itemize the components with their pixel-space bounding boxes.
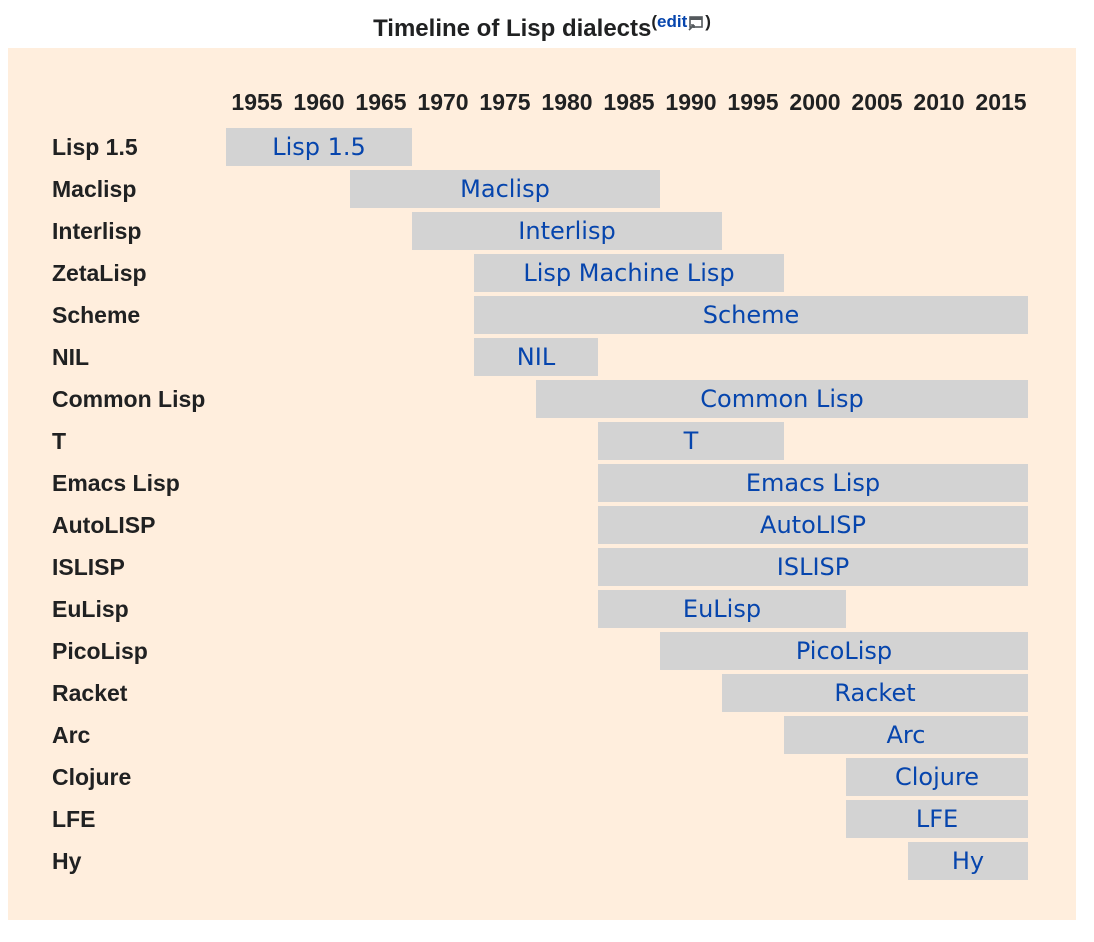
bar-label[interactable]: Clojure [894,763,980,791]
x-tick-label: 1955 [231,89,283,115]
timeline-bar: Hy [908,842,1028,880]
bar-label[interactable]: Interlisp [518,217,616,245]
x-tick-label: 2015 [975,89,1027,115]
timeline-bar: Emacs Lisp [598,464,1028,502]
x-tick-label: 1995 [727,89,779,115]
row-label: EuLisp [52,596,129,622]
row-label: PicoLisp [52,638,148,664]
x-tick-label: 2010 [913,89,965,115]
bar-label[interactable]: Maclisp [460,175,550,203]
row-label: NIL [52,344,90,370]
timeline-bar: ISLISP [598,548,1028,586]
bar-label[interactable]: Arc [886,721,926,749]
x-tick-label: 1985 [603,89,655,115]
row-label: Racket [52,680,128,706]
timeline-bar: Arc [784,716,1028,754]
bar-label[interactable]: LFE [915,805,959,833]
x-tick-label: 1990 [665,89,717,115]
x-tick-label: 1960 [293,89,345,115]
timeline-bar: AutoLISP [598,506,1028,544]
bar-label[interactable]: PicoLisp [795,637,893,665]
row-label: Lisp 1.5 [52,134,138,160]
timeline-bar: Lisp Machine Lisp [474,254,784,292]
timeline-bar: Interlisp [412,212,722,250]
bar-label[interactable]: Hy [951,847,985,875]
edit-section: (edit) [651,12,711,31]
bar-label[interactable]: Lisp Machine Lisp [523,259,735,287]
bar-label[interactable]: Emacs Lisp [745,469,881,497]
bar-label[interactable]: T [683,427,699,455]
row-label: Scheme [52,302,141,328]
row-label: T [52,428,67,454]
bar-label[interactable]: AutoLISP [760,511,866,539]
x-tick-label: 1970 [417,89,469,115]
row-label: AutoLISP [52,512,156,538]
row-label: LFE [52,806,96,832]
row-label: Interlisp [52,218,142,244]
row-label: ISLISP [52,554,125,580]
row-label: Maclisp [52,176,137,202]
row-label: Hy [52,848,82,874]
timeline-bar: T [598,422,784,460]
bar-label[interactable]: Scheme [702,301,800,329]
chart-title-row: Timeline of Lisp dialects(edit) [0,12,1084,43]
x-tick-label: 1965 [355,89,407,115]
x-tick-label: 1980 [541,89,593,115]
edit-link[interactable]: edit [657,12,688,31]
bar-label[interactable]: EuLisp [682,595,762,623]
row-label: Arc [52,722,91,748]
bar-label[interactable]: ISLISP [776,553,850,581]
x-tick-label: 2005 [851,89,903,115]
bar-label[interactable]: Racket [834,679,916,707]
timeline-bar: Common Lisp [536,380,1028,418]
row-label: Clojure [52,764,132,790]
x-tick-label: 2000 [789,89,841,115]
row-label: ZetaLisp [52,260,147,286]
x-tick-label: 1975 [479,89,531,115]
timeline-bar: LFE [846,800,1028,838]
external-link-icon[interactable] [687,15,705,31]
timeline-bar: NIL [474,338,598,376]
row-label: Emacs Lisp [52,470,180,496]
timeline-bar: Lisp 1.5 [226,128,412,166]
bar-label[interactable]: Lisp 1.5 [272,133,366,161]
chart-title: Timeline of Lisp dialects [373,15,652,42]
timeline-bar: EuLisp [598,590,846,628]
bar-label[interactable]: Common Lisp [700,385,864,413]
timeline-bar: Racket [722,674,1028,712]
timeline-bar: PicoLisp [660,632,1028,670]
row-label: Common Lisp [52,386,206,412]
timeline-bar: Maclisp [350,170,660,208]
timeline-bar: Scheme [474,296,1028,334]
bar-label[interactable]: NIL [516,343,556,371]
timeline-bar: Clojure [846,758,1028,796]
